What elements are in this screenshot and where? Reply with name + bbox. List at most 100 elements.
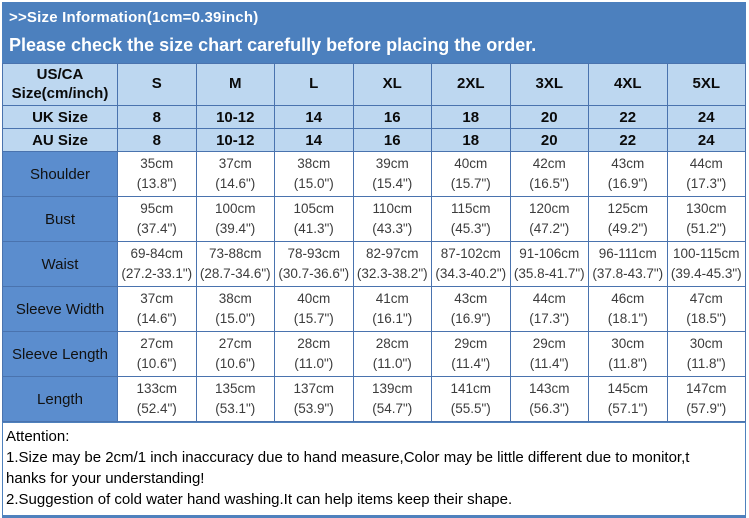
inch-value: (11.8") [608, 356, 648, 371]
measurement-cell: 91-106cm (35.8-41.7") [509, 241, 589, 287]
row-label-bust: Bust [2, 196, 118, 242]
inch-value: (10.6") [136, 356, 177, 371]
measurement-cell: 29cm (11.4") [431, 331, 511, 377]
measurement-cell: 37cm (14.6") [117, 286, 197, 332]
cm-value: 100cm [214, 201, 256, 216]
inch-value: (43.3") [372, 221, 413, 236]
inch-value: (51.2") [686, 221, 727, 236]
measurement-cell: 133cm (52.4") [117, 376, 197, 422]
measurement-cell: 141cm (55.5") [431, 376, 511, 422]
uk-size-value: 20 [509, 105, 589, 129]
cm-value: 40cm [454, 156, 488, 171]
cm-value: 47cm [689, 291, 723, 306]
inch-value: (11.0") [372, 356, 412, 371]
uk-size-value: 16 [352, 105, 432, 129]
measurement-cell: 96-111cm (37.8-43.7") [588, 241, 668, 287]
banner-title: >>Size Information(1cm=0.39inch) [9, 9, 259, 26]
inch-value: (41.3") [293, 221, 334, 236]
cm-value: 143cm [528, 381, 570, 396]
measurement-cell: 69-84cm (27.2-33.1") [117, 241, 197, 287]
inch-value: (34.3-40.2") [435, 266, 507, 281]
cm-value: 30cm [689, 336, 723, 351]
waist-row: Waist 69-84cm (27.2-33.1") 73-88cm (28.7-3… [2, 241, 746, 287]
inch-value: (11.4") [451, 356, 491, 371]
inch-value: (16.9") [450, 311, 491, 326]
attention-title: Attention: [6, 428, 70, 445]
inch-value: (13.8") [136, 176, 177, 191]
measurement-cell: 95cm (37.4") [117, 196, 197, 242]
inch-value: (18.1") [607, 311, 648, 326]
inch-value: (54.7") [372, 401, 413, 416]
corner-header-cell: US/CA Size(cm/inch) [2, 63, 118, 106]
au-size-value: 18 [431, 128, 511, 152]
inch-value: (14.6") [136, 311, 177, 326]
row-label-sleeve-length: Sleeve Length [2, 331, 118, 377]
au-size-value: 24 [666, 128, 746, 152]
cm-value: 96-111cm [598, 246, 657, 261]
attention-note1-line1: 1.Size may be 2cm/1 inch inaccuracy due … [6, 449, 690, 466]
size-header-l: L [274, 63, 354, 106]
cm-value: 105cm [293, 201, 335, 216]
inch-value: (10.6") [215, 356, 256, 371]
inch-value: (49.2") [607, 221, 648, 236]
cm-value: 29cm [454, 336, 488, 351]
measurement-cell: 130cm (51.2") [666, 196, 746, 242]
uk-size-value: 18 [431, 105, 511, 129]
inch-value: (57.9") [686, 401, 727, 416]
attention-section: Attention: 1.Size may be 2cm/1 inch inac… [2, 422, 746, 518]
cm-value: 27cm [140, 336, 174, 351]
measurement-cell: 100-115cm (39.4-45.3") [666, 241, 746, 287]
size-header-m: M [195, 63, 275, 106]
measurement-cell: 147cm (57.9") [666, 376, 746, 422]
inch-value: (17.3") [529, 311, 570, 326]
length-row: Length 133cm (52.4") 135cm (53.1") 137cm (5… [2, 376, 746, 422]
inch-value: (27.2-33.1") [121, 266, 193, 281]
inch-value: (15.0") [215, 311, 256, 326]
inch-value: (16.9") [607, 176, 648, 191]
au-size-value: 10-12 [195, 128, 275, 152]
measurement-cell: 35cm (13.8") [117, 151, 197, 197]
bust-row: Bust 95cm (37.4") 100cm (39.4") 105cm (41.3… [2, 196, 746, 242]
au-size-value: 20 [509, 128, 589, 152]
inch-value: (32.3-38.2") [356, 266, 428, 281]
inch-value: (47.2") [529, 221, 570, 236]
measurement-cell: 39cm (15.4") [352, 151, 432, 197]
shoulder-row: Shoulder 35cm (13.8") 37cm (14.6") 38cm (15… [2, 151, 746, 197]
uk-size-value: 8 [117, 105, 197, 129]
measurement-cell: 38cm (15.0") [274, 151, 354, 197]
cm-value: 43cm [611, 156, 645, 171]
inch-value: (15.0") [293, 176, 334, 191]
measurement-cell: 40cm (15.7") [274, 286, 354, 332]
uk-size-value: 10-12 [195, 105, 275, 129]
cm-value: 95cm [140, 201, 174, 216]
cm-value: 69-84cm [130, 246, 184, 261]
sleeve-width-row: Sleeve Width 37cm (14.6") 38cm (15.0") 40c… [2, 286, 746, 332]
inch-value: (45.3") [450, 221, 491, 236]
cm-value: 78-93cm [287, 246, 341, 261]
inch-value: (16.1") [372, 311, 413, 326]
inch-value: (11.8") [686, 356, 726, 371]
cm-value: 28cm [297, 336, 331, 351]
row-label-length: Length [2, 376, 118, 422]
measurement-cell: 44cm (17.3") [509, 286, 589, 332]
measurement-cell: 42cm (16.5") [509, 151, 589, 197]
au-size-row: AU Size 8 10-12 14 16 18 20 22 24 [2, 128, 746, 152]
measurement-cell: 100cm (39.4") [195, 196, 275, 242]
cm-value: 130cm [685, 201, 727, 216]
inch-value: (11.4") [529, 356, 569, 371]
cm-value: 120cm [528, 201, 570, 216]
cm-value: 38cm [297, 156, 331, 171]
size-header-2xl: 2XL [431, 63, 511, 106]
table-header-row: US/CA Size(cm/inch) S M L XL 2XL 3XL 4XL… [2, 63, 746, 106]
measurement-cell: 73-88cm (28.7-34.6") [195, 241, 275, 287]
measurement-cell: 27cm (10.6") [117, 331, 197, 377]
measurement-cell: 30cm (11.8") [588, 331, 668, 377]
measurement-cell: 110cm (43.3") [352, 196, 432, 242]
cm-value: 44cm [532, 291, 566, 306]
inch-value: (55.5") [450, 401, 491, 416]
attention-note1-line2: hanks for your understanding! [6, 470, 205, 487]
cm-value: 40cm [297, 291, 331, 306]
inch-value: (39.4-45.3") [670, 266, 742, 281]
inch-value: (56.3") [529, 401, 570, 416]
inch-value: (35.8-41.7") [513, 266, 585, 281]
